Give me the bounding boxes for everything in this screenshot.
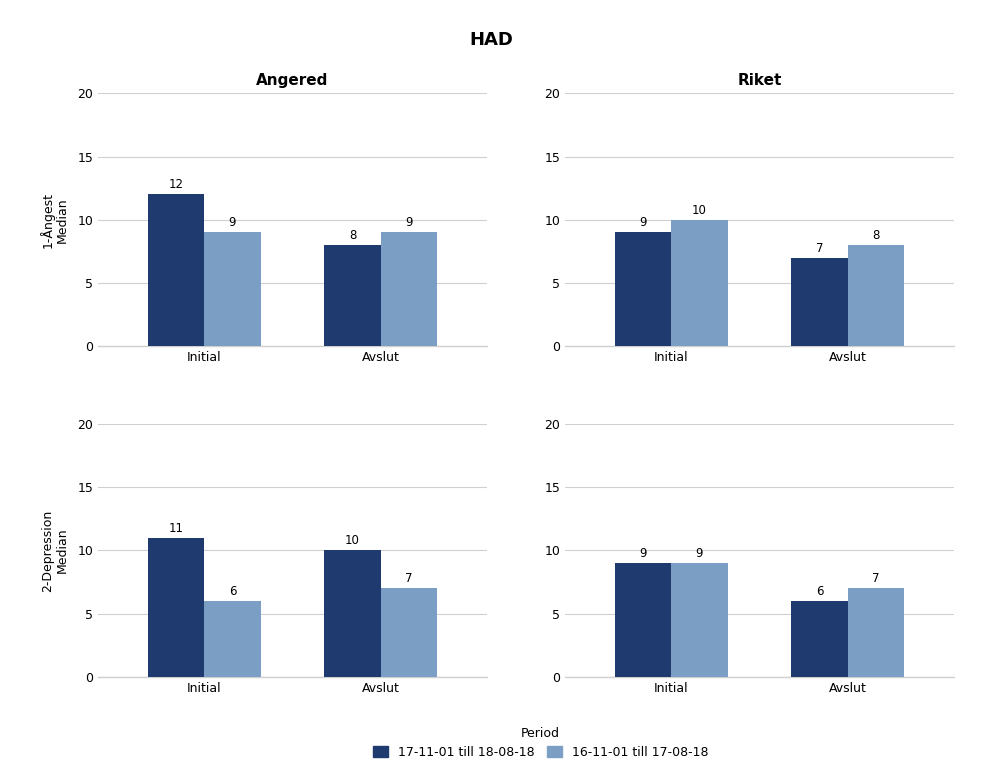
Bar: [324, 551, 380, 677]
Y-axis label: 2-Depression
Median: 2-Depression Median: [41, 510, 69, 591]
Text: 8: 8: [872, 229, 880, 242]
Text: 7: 7: [405, 572, 413, 585]
Bar: [614, 233, 671, 346]
Text: 6: 6: [229, 585, 236, 598]
Bar: [204, 601, 260, 677]
Text: HAD: HAD: [470, 31, 513, 49]
Text: 9: 9: [696, 547, 703, 560]
Bar: [671, 219, 727, 346]
Text: 10: 10: [692, 204, 707, 216]
Text: 8: 8: [349, 229, 356, 242]
Text: 11: 11: [168, 521, 184, 534]
Bar: [847, 588, 904, 677]
Bar: [791, 601, 847, 677]
Legend: 17-11-01 till 18-08-18, 16-11-01 till 17-08-18: 17-11-01 till 18-08-18, 16-11-01 till 17…: [368, 722, 714, 764]
Bar: [324, 245, 380, 346]
Bar: [380, 588, 437, 677]
Text: 9: 9: [405, 216, 413, 230]
Bar: [671, 563, 727, 677]
Y-axis label: 1-Ångest
Median: 1-Ångest Median: [39, 192, 69, 247]
Title: Angered: Angered: [257, 73, 328, 88]
Bar: [791, 258, 847, 346]
Bar: [204, 233, 260, 346]
Text: 9: 9: [229, 216, 236, 230]
Text: 12: 12: [168, 178, 184, 191]
Bar: [847, 245, 904, 346]
Bar: [614, 563, 671, 677]
Text: 7: 7: [872, 572, 880, 585]
Text: 9: 9: [639, 547, 647, 560]
Bar: [380, 233, 437, 346]
Bar: [147, 194, 204, 346]
Text: 9: 9: [639, 216, 647, 230]
Title: Riket: Riket: [737, 73, 781, 88]
Text: 6: 6: [816, 585, 823, 598]
Text: 7: 7: [816, 241, 823, 254]
Text: 10: 10: [345, 534, 360, 547]
Bar: [147, 538, 204, 677]
